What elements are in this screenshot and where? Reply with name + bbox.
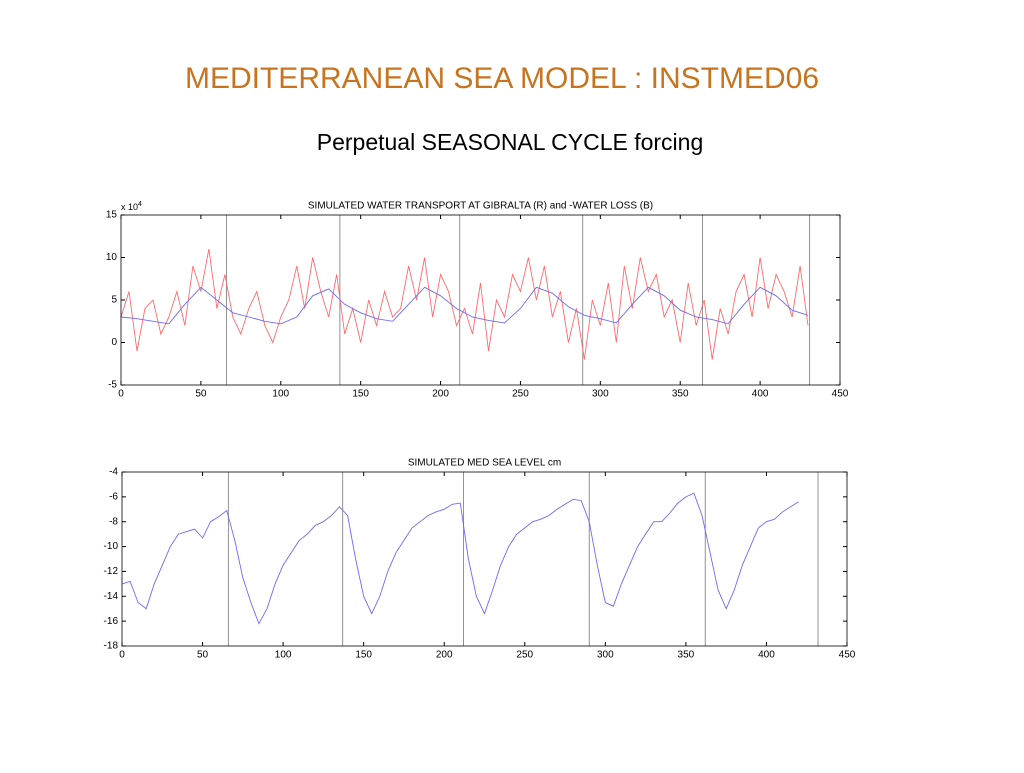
x-tick-label: 400 — [758, 650, 775, 661]
x-tick-label: 300 — [597, 650, 614, 661]
x-tick-label: 250 — [512, 389, 529, 400]
plot-frame — [120, 214, 841, 386]
y-tick-label: 15 — [106, 210, 118, 221]
y-tick-label: -4 — [109, 467, 118, 478]
x-tick-label: 350 — [678, 650, 695, 661]
series-line — [121, 492, 799, 625]
x-tick-label: 200 — [432, 389, 449, 400]
x-tick-label: 100 — [275, 650, 292, 661]
y-tick-label: -6 — [109, 491, 118, 502]
x-tick-label: 50 — [197, 650, 209, 661]
x-tick-label: 450 — [839, 650, 856, 661]
series-line — [120, 248, 809, 360]
y-scale-base: x 10 — [121, 202, 138, 212]
x-tick-label: 200 — [436, 650, 453, 661]
y-tick-label: 10 — [106, 252, 118, 263]
x-tick-label: 450 — [832, 389, 849, 400]
x-tick-label: 400 — [752, 389, 769, 400]
x-tick-label: 150 — [355, 650, 372, 661]
x-tick-label: 50 — [195, 389, 207, 400]
y-tick-label: -5 — [108, 380, 117, 391]
x-tick-label: 0 — [119, 650, 125, 661]
y-tick-label: -14 — [104, 591, 119, 602]
y-tick-label: -16 — [104, 616, 119, 627]
y-scale-label: x 104 — [121, 201, 142, 213]
y-tick-label: -10 — [104, 541, 119, 552]
y-tick-label: 5 — [111, 295, 117, 306]
x-tick-label: 100 — [272, 389, 289, 400]
slide-title: MEDITERRANEAN SEA MODEL : INSTMED06 — [185, 62, 819, 95]
plot-frame — [121, 471, 848, 647]
chart-title: SIMULATED WATER TRANSPORT AT GIBRALTA (R… — [308, 201, 653, 212]
x-tick-label: 350 — [672, 389, 689, 400]
slide-subtitle: Perpetual SEASONAL CYCLE forcing — [317, 129, 704, 155]
y-tick-label: 0 — [111, 337, 117, 348]
y-tick-label: -18 — [104, 641, 119, 652]
y-tick-label: -12 — [104, 566, 119, 577]
x-tick-label: 150 — [352, 389, 369, 400]
chart-title: SIMULATED MED SEA LEVEL cm — [408, 458, 561, 469]
x-tick-label: 300 — [592, 389, 609, 400]
y-scale-exponent: 4 — [138, 201, 142, 208]
x-tick-label: 250 — [516, 650, 533, 661]
series-line — [120, 286, 809, 325]
x-tick-label: 0 — [118, 389, 124, 400]
y-tick-label: -8 — [109, 516, 118, 527]
